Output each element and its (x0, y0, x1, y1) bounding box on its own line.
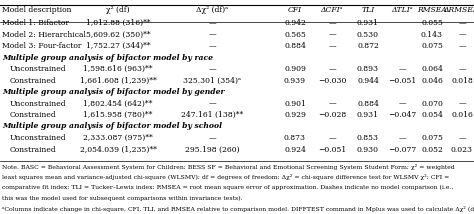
Text: 0.931: 0.931 (357, 19, 379, 27)
Text: Unconstrained: Unconstrained (10, 100, 67, 107)
Text: —: — (398, 100, 406, 107)
Text: —: — (208, 65, 216, 73)
Text: 0.924: 0.924 (284, 146, 306, 153)
Text: —: — (458, 31, 466, 39)
Text: Model description: Model description (2, 6, 72, 14)
Text: −0.030: −0.030 (318, 76, 346, 85)
Text: 1,752.27 (344)**: 1,752.27 (344)** (86, 42, 150, 50)
Text: 1,598.616 (963)**: 1,598.616 (963)** (83, 65, 153, 73)
Text: 0.064: 0.064 (421, 65, 443, 73)
Text: 1,661.608 (1,239)**: 1,661.608 (1,239)** (80, 76, 156, 85)
Text: Unconstrained: Unconstrained (10, 134, 67, 142)
Text: Model 2: Hierarchical: Model 2: Hierarchical (2, 31, 86, 39)
Text: —: — (398, 134, 406, 142)
Text: 0.055: 0.055 (421, 19, 443, 27)
Text: Constrained: Constrained (10, 146, 57, 153)
Text: —: — (328, 65, 336, 73)
Text: —: — (458, 65, 466, 73)
Text: —: — (328, 42, 336, 50)
Text: —: — (208, 134, 216, 142)
Text: ΔCFIᵃ: ΔCFIᵃ (321, 6, 343, 14)
Text: 0.931: 0.931 (357, 111, 379, 119)
Text: 295.198 (260): 295.198 (260) (185, 146, 239, 153)
Text: Model 3: Four-factor: Model 3: Four-factor (2, 42, 82, 50)
Text: 0.530: 0.530 (357, 31, 379, 39)
Text: 0.930: 0.930 (357, 146, 379, 153)
Text: 0.893: 0.893 (357, 65, 379, 73)
Text: —: — (208, 42, 216, 50)
Text: 0.046: 0.046 (421, 76, 443, 85)
Text: Constrained: Constrained (10, 76, 57, 85)
Text: —: — (458, 19, 466, 27)
Text: 0.018: 0.018 (451, 76, 473, 85)
Text: —: — (328, 134, 336, 142)
Text: —: — (328, 19, 336, 27)
Text: −0.051: −0.051 (318, 146, 346, 153)
Text: 0.944: 0.944 (357, 76, 379, 85)
Text: Constrained: Constrained (10, 111, 57, 119)
Text: −0.028: −0.028 (318, 111, 346, 119)
Text: this was the model used for subsequent comparisons within invariance tests).: this was the model used for subsequent c… (2, 196, 243, 201)
Text: 0.939: 0.939 (284, 76, 306, 85)
Text: 2,054.039 (1,235)**: 2,054.039 (1,235)** (80, 146, 156, 153)
Text: 0.884: 0.884 (284, 42, 306, 50)
Text: 0.909: 0.909 (284, 65, 306, 73)
Text: ΔTLIᵃ: ΔTLIᵃ (391, 6, 413, 14)
Text: —: — (208, 31, 216, 39)
Text: CFI: CFI (288, 6, 302, 14)
Text: 0.023: 0.023 (451, 146, 473, 153)
Text: Unconstrained: Unconstrained (10, 65, 67, 73)
Text: χ² (df): χ² (df) (106, 6, 130, 14)
Text: 1,012.88 (316)**: 1,012.88 (316)** (86, 19, 150, 27)
Text: 2,333.087 (975)**: 2,333.087 (975)** (83, 134, 153, 142)
Text: —: — (458, 134, 466, 142)
Text: —: — (398, 65, 406, 73)
Text: 0.929: 0.929 (284, 111, 306, 119)
Text: —: — (208, 19, 216, 27)
Text: —: — (458, 100, 466, 107)
Text: 325.301 (354)ᵃ: 325.301 (354)ᵃ (183, 76, 241, 85)
Text: —: — (328, 31, 336, 39)
Text: 1,615.958 (780)**: 1,615.958 (780)** (83, 111, 153, 119)
Text: 0.901: 0.901 (284, 100, 306, 107)
Text: Multiple group analysis of bifactor model by school: Multiple group analysis of bifactor mode… (2, 122, 222, 131)
Text: 0.853: 0.853 (357, 134, 379, 142)
Text: 0.565: 0.565 (284, 31, 306, 39)
Text: Note. BASC = Behavioral Assessment System for Children; BESS SF = Behavioral and: Note. BASC = Behavioral Assessment Syste… (2, 164, 455, 170)
Text: Model 1: Bifactor: Model 1: Bifactor (2, 19, 69, 27)
Text: 0.942: 0.942 (284, 19, 306, 27)
Text: 0.075: 0.075 (421, 134, 443, 142)
Text: ΔRMSEAᵃ: ΔRMSEAᵃ (443, 6, 474, 14)
Text: comparative fit index; TLI = Tucker–Lewis index; RMSEA = root mean square error : comparative fit index; TLI = Tucker–Lewi… (2, 185, 454, 190)
Text: 0.872: 0.872 (357, 42, 379, 50)
Text: 1,802.454 (642)**: 1,802.454 (642)** (83, 100, 153, 107)
Text: 0.054: 0.054 (421, 111, 443, 119)
Text: 0.143: 0.143 (421, 31, 443, 39)
Text: least squares mean and variance-adjusted chi-square (WLSMV); df = degrees of fre: least squares mean and variance-adjusted… (2, 174, 449, 180)
Text: 0.075: 0.075 (421, 42, 443, 50)
Text: 5,609.62 (350)**: 5,609.62 (350)** (86, 31, 150, 39)
Text: 0.016: 0.016 (451, 111, 473, 119)
Text: −0.077: −0.077 (388, 146, 416, 153)
Text: RMSEA: RMSEA (417, 6, 447, 14)
Text: 0.873: 0.873 (284, 134, 306, 142)
Text: 0.884: 0.884 (357, 100, 379, 107)
Text: Multiple group analysis of bifactor model by race: Multiple group analysis of bifactor mode… (2, 54, 213, 61)
Text: 0.052: 0.052 (421, 146, 443, 153)
Text: —: — (208, 100, 216, 107)
Text: Multiple group analysis of bifactor model by gender: Multiple group analysis of bifactor mode… (2, 88, 225, 96)
Text: 247.161 (138)**: 247.161 (138)** (181, 111, 243, 119)
Text: −0.047: −0.047 (388, 111, 416, 119)
Text: TLI: TLI (361, 6, 374, 14)
Text: −0.051: −0.051 (388, 76, 416, 85)
Text: —: — (328, 100, 336, 107)
Text: 0.070: 0.070 (421, 100, 443, 107)
Text: ᵃColumns indicate change in chi-square, CFI, TLI, and RMSEA relative to comparis: ᵃColumns indicate change in chi-square, … (2, 206, 474, 212)
Text: Δχ² (df)ᵃ: Δχ² (df)ᵃ (196, 6, 228, 14)
Text: —: — (458, 42, 466, 50)
